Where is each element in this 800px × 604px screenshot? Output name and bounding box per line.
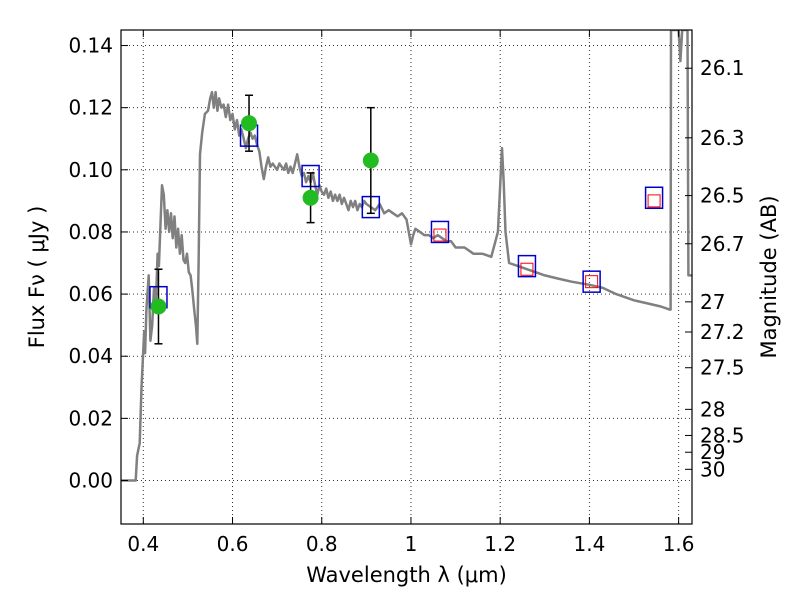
observed-flux-point — [302, 189, 319, 206]
axes-frame — [120, 29, 693, 525]
plot-area — [121, 30, 692, 482]
mag-tick-label: 27.2 — [700, 320, 745, 344]
model-photometry-blue-square — [644, 186, 664, 210]
mag-tick-label: 26.3 — [700, 126, 745, 150]
mag-tick-label: 26.7 — [700, 232, 745, 256]
mag-tick-label: 27 — [700, 290, 725, 314]
model-photometry-red-square — [647, 194, 661, 208]
mag-tick-label: 28 — [700, 397, 725, 421]
sed-model-curve — [121, 30, 692, 482]
observed-flux-point — [150, 298, 167, 315]
observed-flux-point — [362, 152, 379, 169]
y-tick-label: 0.06 — [68, 282, 113, 306]
model-photometry-red-square — [585, 275, 599, 289]
x-tick-label: 1.4 — [573, 532, 605, 556]
observed-flux-point — [241, 115, 258, 132]
x-axis-label: Wavelength λ (μm) — [306, 563, 507, 587]
x-tick-label: 0.8 — [306, 532, 338, 556]
y-tick-label: 0.12 — [68, 96, 113, 120]
ticks: 0.4 0.6 0.8 1 1.2 1.4 1.6 0.00 0.02 0.04 0.06 0.08 0… — [68, 30, 745, 556]
y-tick-label: 0.02 — [68, 406, 113, 430]
model-photometry-blue-square — [582, 270, 601, 293]
y-axis-label: Flux Fν ( μJy ) — [25, 206, 49, 349]
mag-tick-label: 26.1 — [700, 56, 745, 80]
x-tick-label: 1.2 — [484, 532, 516, 556]
y-tick-label: 0.00 — [68, 469, 113, 493]
right-axis-label: Magnitude (AB) — [757, 195, 781, 358]
x-tick-label: 1.6 — [663, 532, 695, 556]
x-tick-label: 0.6 — [217, 532, 249, 556]
model-photometry-red-square — [433, 228, 447, 242]
mag-tick-label: 26.5 — [700, 184, 745, 208]
y-tick-label: 0.08 — [68, 220, 113, 244]
y-tick-label: 0.04 — [68, 344, 113, 368]
y-tick-label: 0.10 — [68, 158, 113, 182]
x-tick-label: 1 — [405, 532, 418, 556]
mag-tick-label: 29 — [700, 440, 725, 464]
mag-tick-label: 28.5 — [700, 423, 745, 447]
mag-tick-label: 27.5 — [700, 356, 745, 380]
y-tick-label: 0.14 — [68, 34, 113, 58]
model-photometry-blue-square — [517, 254, 537, 278]
x-tick-label: 0.4 — [127, 532, 159, 556]
mag-tick-label: 30 — [700, 457, 725, 481]
model-photometry-blue-square — [430, 220, 450, 244]
model-photometry-red-square — [520, 262, 534, 276]
